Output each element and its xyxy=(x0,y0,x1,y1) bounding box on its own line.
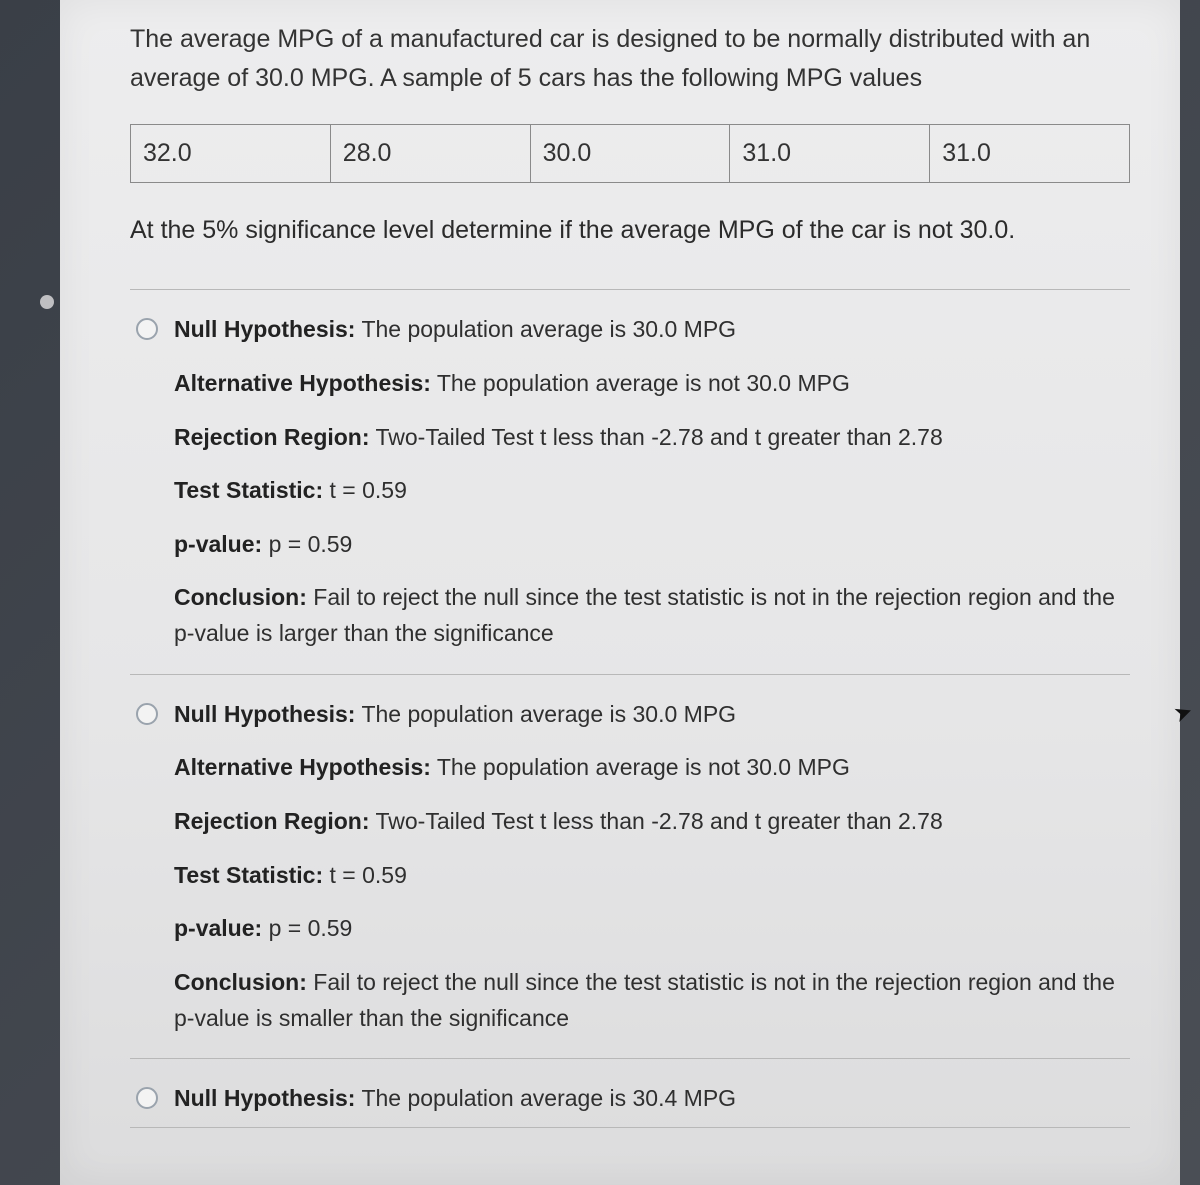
label-text: t = 0.59 xyxy=(323,477,407,503)
option-line: Alternative Hypothesis: The population a… xyxy=(174,750,1120,786)
answer-options: Null Hypothesis: The population average … xyxy=(130,289,1130,1128)
label-text: p = 0.59 xyxy=(262,531,352,557)
label-bold: Rejection Region: xyxy=(174,424,370,450)
mpg-data-table: 32.0 28.0 30.0 31.0 31.0 xyxy=(130,124,1130,183)
data-cell: 28.0 xyxy=(330,124,530,182)
option-line: Test Statistic: t = 0.59 xyxy=(174,473,1120,509)
answer-option-b[interactable]: Null Hypothesis: The population average … xyxy=(130,675,1130,1059)
radio-icon[interactable] xyxy=(136,1087,158,1109)
answer-option-c[interactable]: Null Hypothesis: The population average … xyxy=(130,1059,1130,1128)
option-line: Rejection Region: Two-Tailed Test t less… xyxy=(174,420,1120,456)
label-bold: Alternative Hypothesis: xyxy=(174,370,431,396)
label-bold: Null Hypothesis: xyxy=(174,316,355,342)
option-line: Test Statistic: t = 0.59 xyxy=(174,858,1120,894)
label-text: Two-Tailed Test t less than -2.78 and t … xyxy=(370,808,943,834)
label-text: The population average is not 30.0 MPG xyxy=(431,754,850,780)
table-row: 32.0 28.0 30.0 31.0 31.0 xyxy=(131,124,1130,182)
option-line: Conclusion: Fail to reject the null sinc… xyxy=(174,580,1120,651)
label-text: The population average is 30.0 MPG xyxy=(355,701,736,727)
option-line: p-value: p = 0.59 xyxy=(174,911,1120,947)
radio-icon[interactable] xyxy=(136,703,158,725)
label-text: Fail to reject the null since the test s… xyxy=(174,969,1115,1031)
label-bold: Conclusion: xyxy=(174,584,307,610)
label-text: p = 0.59 xyxy=(262,915,352,941)
label-bold: p-value: xyxy=(174,915,262,941)
page-indicator-dot xyxy=(40,295,54,309)
option-line: p-value: p = 0.59 xyxy=(174,527,1120,563)
label-bold: Null Hypothesis: xyxy=(174,701,355,727)
label-bold: Alternative Hypothesis: xyxy=(174,754,431,780)
label-bold: Test Statistic: xyxy=(174,477,323,503)
label-bold: Conclusion: xyxy=(174,969,307,995)
label-bold: Rejection Region: xyxy=(174,808,370,834)
label-text: Two-Tailed Test t less than -2.78 and t … xyxy=(370,424,943,450)
option-line: Null Hypothesis: The population average … xyxy=(174,312,1120,348)
option-line: Conclusion: Fail to reject the null sinc… xyxy=(174,965,1120,1036)
answer-option-a[interactable]: Null Hypothesis: The population average … xyxy=(130,290,1130,674)
question-prompt: The average MPG of a manufactured car is… xyxy=(130,20,1130,98)
option-line: Null Hypothesis: The population average … xyxy=(174,1081,1120,1117)
data-cell: 30.0 xyxy=(530,124,730,182)
data-cell: 31.0 xyxy=(930,124,1130,182)
label-text: Fail to reject the null since the test s… xyxy=(174,584,1115,646)
label-bold: Null Hypothesis: xyxy=(174,1085,355,1111)
question-sheet: The average MPG of a manufactured car is… xyxy=(60,0,1180,1185)
radio-icon[interactable] xyxy=(136,318,158,340)
label-bold: Test Statistic: xyxy=(174,862,323,888)
question-followup: At the 5% significance level determine i… xyxy=(130,211,1130,250)
option-line: Null Hypothesis: The population average … xyxy=(174,697,1120,733)
label-bold: p-value: xyxy=(174,531,262,557)
label-text: The population average is not 30.0 MPG xyxy=(431,370,850,396)
option-line: Alternative Hypothesis: The population a… xyxy=(174,366,1120,402)
label-text: t = 0.59 xyxy=(323,862,407,888)
label-text: The population average is 30.4 MPG xyxy=(355,1085,736,1111)
data-cell: 32.0 xyxy=(131,124,331,182)
option-line: Rejection Region: Two-Tailed Test t less… xyxy=(174,804,1120,840)
data-cell: 31.0 xyxy=(730,124,930,182)
label-text: The population average is 30.0 MPG xyxy=(355,316,736,342)
